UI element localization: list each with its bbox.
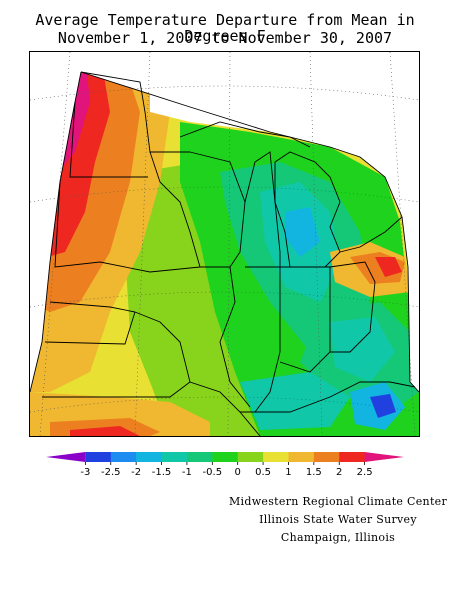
legend-tick-label: 1 <box>285 467 291 478</box>
legend-swatch <box>263 452 289 462</box>
legend-swatch <box>237 452 264 462</box>
graticule <box>30 52 419 436</box>
legend-swatch <box>339 452 366 462</box>
field-cold-michigan <box>285 207 320 257</box>
domain-outline-west <box>30 71 82 393</box>
legend-swatch <box>85 452 112 462</box>
lake-michigan-shore <box>244 151 281 267</box>
domain-outline <box>80 71 419 393</box>
legend-swatch <box>46 452 86 462</box>
state-boundaries <box>30 71 419 436</box>
temperature-departure-map <box>29 51 420 437</box>
credit-location: Champaign, Illinois <box>280 531 396 544</box>
legend-tick-label: -1 <box>182 467 192 478</box>
upper-peninsula <box>179 121 311 148</box>
legend-swatch <box>288 452 315 462</box>
legend-swatch <box>186 452 213 462</box>
legend-tick-label: 2.5 <box>357 467 373 478</box>
map-date-range: November 1, 2007 to November 30, 2007 <box>57 29 393 47</box>
field-colder-kentucky <box>370 394 396 418</box>
michigan-lower-peninsula <box>274 151 341 268</box>
credit-survey: Illinois State Water Survey <box>259 513 417 526</box>
lake-erie-shore <box>339 216 403 253</box>
field-northeast-hot <box>375 257 402 277</box>
legend-tick-label: 2 <box>336 467 342 478</box>
field-south-hot <box>70 426 140 436</box>
legend-swatch <box>364 452 404 462</box>
legend-tick-label: 0.5 <box>255 467 271 478</box>
field-cool-south-indiana <box>240 372 350 430</box>
color-legend: -3 -2.5 -2 -1.5 -1 -0.5 0 0.5 1 1.5 2 2.5 <box>40 450 410 484</box>
legend-swatch <box>110 452 137 462</box>
legend-tick-label: -3 <box>80 467 90 478</box>
field-cool-ohio <box>330 317 395 382</box>
no-data-area <box>150 52 419 217</box>
credit-organization: Midwestern Regional Climate Center <box>228 495 448 508</box>
legend-tick-label: -2 <box>131 467 141 478</box>
legend-swatch <box>313 452 340 462</box>
legend-swatch <box>161 452 188 462</box>
legend-swatch <box>212 452 239 462</box>
legend-swatch <box>136 452 163 462</box>
legend-tick-label: -1.5 <box>152 467 172 478</box>
legend-tick-label: 0 <box>235 467 241 478</box>
legend-tick-label: 1.5 <box>306 467 322 478</box>
map-title: Average Temperature Departure from Mean … <box>35 11 415 45</box>
legend-tick-label: -0.5 <box>203 467 223 478</box>
legend-tick-label: -2.5 <box>101 467 121 478</box>
